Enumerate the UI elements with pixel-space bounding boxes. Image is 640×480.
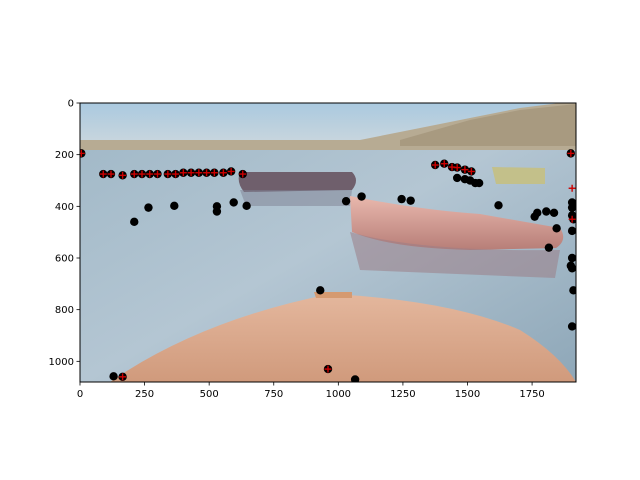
scatter-point-plus	[203, 169, 211, 177]
scatter-point-plus	[568, 184, 576, 192]
y-tick-label: 800	[55, 305, 74, 316]
scatter-point-circle	[316, 286, 325, 295]
y-tick-label: 400	[55, 202, 74, 213]
background-photo	[80, 103, 576, 382]
scatter-point-plus	[179, 169, 187, 177]
scatter-point-plus	[568, 215, 576, 223]
scatter-point-plus	[210, 169, 218, 177]
y-tick-label: 1000	[49, 357, 74, 368]
scatter-point-plus	[154, 170, 161, 178]
x-tick-label: 1500	[455, 389, 480, 400]
scatter-point-circle	[544, 243, 554, 252]
scatter-point-circle	[130, 217, 139, 227]
scatter-point-plus	[146, 170, 154, 178]
scatter-point-circle	[397, 194, 406, 204]
scatter-point-circle	[569, 286, 576, 295]
x-tick-label: 1000	[326, 389, 351, 400]
scatter-point-plus	[80, 149, 85, 157]
scatter-point-plus	[119, 373, 127, 381]
scatter-point-plus	[431, 161, 439, 169]
scatter-point-circle	[567, 203, 576, 212]
scatter-point-circle	[170, 201, 179, 211]
scatter-point-circle	[452, 173, 462, 183]
scatter-point-plus	[195, 169, 203, 177]
scatter-point-plus	[99, 170, 107, 178]
scatter-point-circle	[406, 196, 415, 205]
scatter-point-plus	[219, 169, 227, 177]
scatter-point-circle	[567, 322, 576, 331]
scatter-point-circle	[474, 178, 484, 188]
circle-series	[80, 149, 576, 382]
scatter-point-circle	[144, 203, 153, 212]
scatter-point-plus	[138, 170, 146, 178]
x-tick-label: 500	[200, 389, 219, 400]
scatter-point-plus	[172, 170, 180, 178]
scatter-point-circle	[542, 207, 551, 216]
scatter-point-plus	[440, 160, 448, 168]
scatter-point-circle	[567, 226, 576, 236]
scatter-point-plus	[461, 166, 469, 174]
scatter-point-circle	[350, 375, 360, 382]
plot-area	[79, 102, 577, 383]
y-tick-label: 0	[68, 99, 74, 110]
scatter-point-circle	[533, 208, 542, 217]
y-tick-label: 600	[55, 254, 74, 265]
scatter-point-circle	[242, 201, 251, 211]
scatter-point-circle	[341, 196, 351, 206]
scatter-point-circle	[549, 208, 559, 217]
scatter-point-circle	[567, 264, 576, 273]
scatter-point-plus	[130, 170, 138, 178]
scatter-point-plus	[324, 365, 332, 373]
x-tick-label: 0	[77, 389, 83, 400]
x-axis: 0 250 500 750 1000 1250 1500 1750	[77, 382, 545, 400]
x-tick-label: 1750	[519, 389, 544, 400]
scatter-point-plus	[453, 164, 461, 172]
scatter-point-plus	[187, 169, 195, 177]
scatter-point-circle	[212, 207, 222, 216]
scatter-point-plus	[107, 170, 115, 178]
scatter-point-plus	[164, 170, 172, 178]
scatter-point-circle	[552, 224, 561, 233]
scatter-point-circle	[229, 198, 238, 207]
scatter-point-circle	[567, 253, 576, 263]
x-tick-label: 1250	[390, 389, 415, 400]
scatter-point-circle	[494, 201, 503, 210]
scatter-point-circle	[357, 192, 366, 201]
x-tick-label: 250	[135, 389, 154, 400]
y-axis: 0 200 400 600 800 1000	[49, 99, 80, 368]
scatter-point-circle	[109, 372, 118, 381]
scatter-point-plus	[567, 149, 575, 157]
scatter-point-plus	[239, 170, 247, 178]
scatter-point-plus	[119, 171, 127, 179]
scatter-point-plus	[227, 167, 235, 175]
scatter-point-plus	[467, 167, 475, 175]
plus-series	[80, 149, 576, 381]
y-tick-label: 200	[55, 150, 74, 161]
x-tick-label: 750	[264, 389, 283, 400]
